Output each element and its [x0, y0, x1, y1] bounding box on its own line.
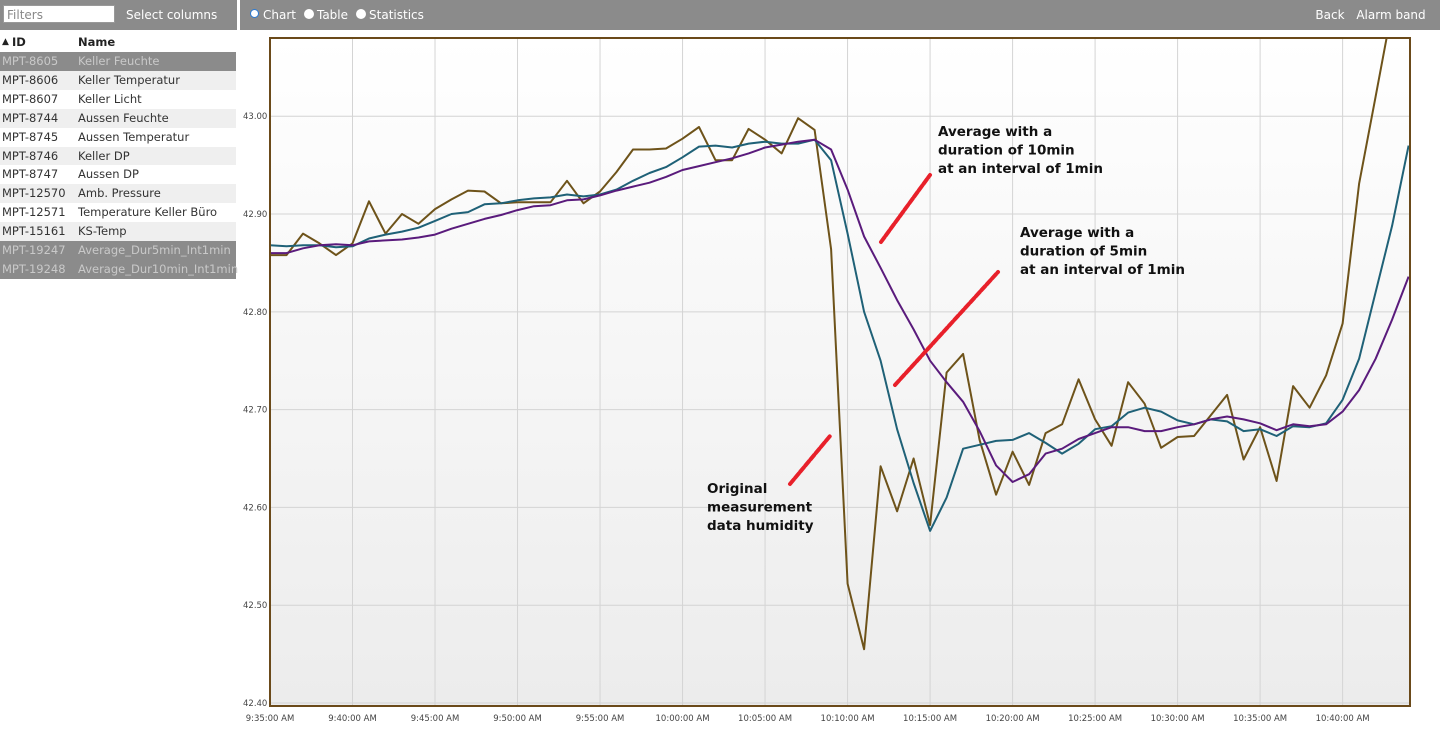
row-id: MPT-15161 — [2, 224, 66, 239]
view-option[interactable]: Statistics — [369, 8, 424, 22]
x-tick-label: 10:20:00 AM — [986, 714, 1040, 724]
row-name: Keller Licht — [78, 91, 142, 106]
plot-border — [269, 37, 1411, 707]
table-row[interactable]: MPT-12571 Temperature Keller Büro — [0, 203, 236, 223]
y-tick-label: 42.40 — [243, 699, 267, 709]
table-row[interactable]: MPT-12570 Amb. Pressure — [0, 184, 236, 204]
x-tick-label: 9:35:00 AM — [246, 714, 295, 724]
column-header[interactable]: Name — [78, 35, 116, 49]
annotation: at an interval of 1min — [1020, 262, 1185, 278]
row-name: Temperature Keller Büro — [78, 205, 218, 220]
series-line — [270, 138, 1410, 483]
row-id: MPT-8605 — [2, 54, 59, 68]
row-name: Amb. Pressure — [78, 186, 161, 201]
row-id: MPT-8745 — [2, 129, 59, 144]
row-id: MPT-12570 — [2, 186, 66, 201]
table-row[interactable]: MPT-8745 Aussen Temperatur — [0, 127, 236, 147]
table-row[interactable]: MPT-19247 Average_Dur5min_Int1min — [0, 241, 236, 260]
row-name: Keller Temperatur — [78, 72, 180, 87]
filter-input[interactable]: Filters — [3, 5, 115, 23]
row-id: MPT-19248 — [2, 261, 66, 276]
x-tick-label: 9:50:00 AM — [493, 714, 542, 724]
row-id: MPT-12571 — [2, 205, 66, 220]
table-header: ▲ ID Name — [0, 33, 236, 52]
annotation: measurement — [707, 500, 813, 516]
annotation: at an interval of 1min — [938, 161, 1103, 177]
view-option[interactable]: Chart — [263, 8, 296, 22]
row-name: KS-Temp — [78, 224, 127, 239]
x-tick-label: 10:05:00 AM — [738, 714, 792, 724]
series-line — [270, 138, 1410, 532]
y-tick-label: 42.60 — [243, 503, 267, 513]
row-name: Keller Feuchte — [78, 54, 160, 68]
row-id: MPT-8747 — [2, 167, 59, 182]
view-option[interactable]: Table — [316, 8, 349, 22]
annotation: Original — [707, 481, 767, 497]
y-tick-label: 42.70 — [243, 406, 267, 416]
radio-button[interactable] — [356, 9, 367, 19]
radio-button[interactable] — [250, 9, 259, 18]
table-row[interactable]: MPT-8746 Keller DP — [0, 146, 236, 166]
x-tick-label: 10:00:00 AM — [656, 714, 710, 724]
row-name: Average_Dur5min_Int1min — [78, 243, 231, 257]
table-row[interactable]: MPT-8607 Keller Licht — [0, 89, 236, 109]
row-name: Aussen DP — [78, 167, 139, 182]
sort-arrow: ▲ — [2, 37, 9, 47]
table-row[interactable]: MPT-8747 Aussen DP — [0, 165, 236, 185]
annotation-pointer — [788, 434, 832, 486]
x-tick-label: 10:35:00 AM — [1233, 714, 1287, 724]
annotation: duration of 10min — [938, 143, 1075, 159]
toolbar-action[interactable]: Alarm band — [1356, 8, 1426, 22]
table-row[interactable]: MPT-8744 Aussen Feuchte — [0, 108, 236, 128]
row-name: Keller DP — [78, 148, 130, 163]
sidebar-table: ▲ ID Name MPT-8605 Keller Feuchte MPT-8606… — [0, 33, 239, 279]
annotation: Average with a — [1020, 225, 1134, 241]
annotation-pointer — [893, 270, 1000, 387]
table-row[interactable]: MPT-19248 Average_Dur10min_Int1min — [0, 259, 239, 279]
x-tick-label: 10:25:00 AM — [1068, 714, 1122, 724]
radio-button[interactable] — [303, 9, 314, 19]
y-tick-label: 42.80 — [243, 308, 267, 318]
x-tick-label: 10:10:00 AM — [821, 714, 875, 724]
row-name: Aussen Temperatur — [78, 129, 190, 144]
x-tick-label: 10:30:00 AM — [1151, 714, 1205, 724]
annotation: Average with a — [938, 124, 1052, 140]
table-row[interactable]: MPT-8606 Keller Temperatur — [0, 70, 236, 90]
column-header[interactable]: ID — [12, 35, 26, 49]
row-id: MPT-8744 — [2, 110, 59, 125]
x-tick-label: 9:45:00 AM — [411, 714, 460, 724]
toolbar-action[interactable]: Back — [1315, 8, 1345, 22]
x-tick-label: 10:15:00 AM — [903, 714, 957, 724]
series-line — [270, 38, 1388, 651]
row-id: MPT-8746 — [2, 148, 59, 163]
y-tick-label: 43.00 — [243, 112, 267, 122]
y-tick-label: 42.90 — [243, 210, 267, 220]
row-name: Average_Dur10min_Int1min — [78, 261, 239, 276]
toolbar: Chart Table Statistics Back Alarm band — [240, 0, 1440, 30]
select-columns[interactable]: Select columns — [126, 8, 218, 22]
sidebar-toolbar: Filters Select columns — [0, 0, 237, 30]
row-id: MPT-8607 — [2, 91, 59, 106]
table-row[interactable]: MPT-15161 KS-Temp — [0, 222, 236, 242]
plot-area — [270, 38, 1410, 706]
annotation: data humidity — [707, 518, 814, 534]
row-name: Aussen Feuchte — [78, 110, 169, 125]
annotation: duration of 5min — [1020, 244, 1147, 260]
x-tick-label: 10:40:00 AM — [1316, 714, 1370, 724]
table-row[interactable]: MPT-8605 Keller Feuchte — [0, 52, 236, 71]
x-tick-label: 9:55:00 AM — [576, 714, 625, 724]
annotation-pointer — [879, 173, 932, 244]
x-tick-label: 9:40:00 AM — [328, 714, 377, 724]
row-id: MPT-8606 — [2, 72, 59, 87]
row-id: MPT-19247 — [2, 243, 66, 257]
y-tick-label: 42.50 — [243, 601, 267, 611]
